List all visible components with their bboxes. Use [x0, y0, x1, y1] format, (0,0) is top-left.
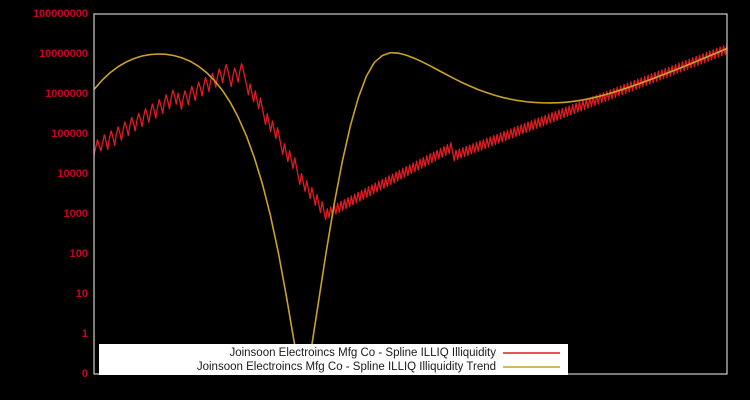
y-axis-tick-labels: 1000000001000000010000001000001000010001…: [33, 8, 88, 380]
legend-background: [99, 344, 568, 375]
y-tick-label: 1000: [64, 208, 88, 220]
y-tick-label: 100: [70, 248, 88, 260]
y-tick-label: 0: [82, 368, 88, 380]
y-tick-label: 10000: [57, 168, 88, 180]
series-illiquidity-trend: [94, 47, 727, 374]
plot-series-group: [94, 43, 727, 374]
y-tick-label: 100000000: [33, 8, 88, 20]
legend-label: Joinsoon Electroincs Mfg Co - Spline ILL…: [197, 361, 496, 373]
y-tick-label: 10: [76, 288, 88, 300]
legend-label: Joinsoon Electroincs Mfg Co - Spline ILL…: [229, 347, 496, 359]
y-tick-label: 10000000: [39, 48, 88, 60]
chart-legend[interactable]: Joinsoon Electroincs Mfg Co - Spline ILL…: [99, 344, 568, 375]
y-tick-label: 100000: [51, 128, 88, 140]
y-tick-label: 1000000: [45, 88, 88, 100]
y-tick-label: 1: [82, 328, 88, 340]
